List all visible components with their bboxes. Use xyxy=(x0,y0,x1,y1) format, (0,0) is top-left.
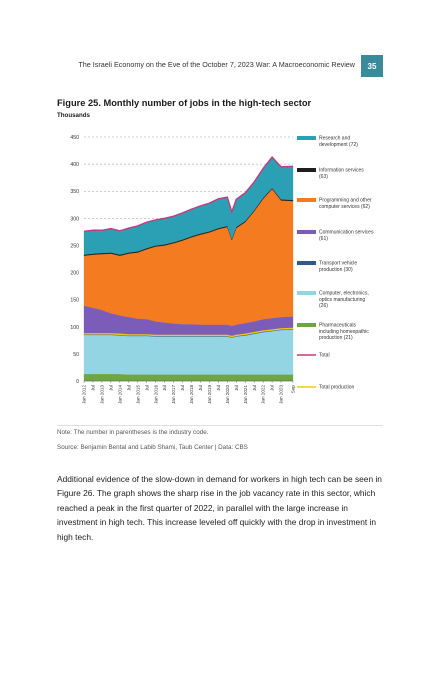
area-pharmaceuticals-including-homeopathic-production-21 xyxy=(83,373,294,382)
divider-line xyxy=(57,425,383,426)
stacked-areas xyxy=(83,156,294,382)
x-tick-label-13: Jul xyxy=(198,385,203,391)
y-tick-label-250: 250 xyxy=(70,243,79,249)
legend-item-communication-services-61: Communication services (61) xyxy=(297,230,374,242)
x-tick-label-2: Jan 2013 xyxy=(100,385,105,404)
y-tick-label-100: 100 xyxy=(70,325,79,331)
body-paragraph: Additional evidence of the slow-down in … xyxy=(57,474,382,542)
x-tick-label-9: Jul xyxy=(162,385,167,391)
legend-swatch xyxy=(297,230,316,234)
legend-swatch xyxy=(297,261,316,265)
x-tick-label-10: Jan 2017 xyxy=(171,385,176,404)
line-total xyxy=(83,155,294,233)
x-tick-label-20: Jan 2022 xyxy=(261,385,266,404)
x-tick-label-3: Jul xyxy=(108,385,113,391)
legend-swatch xyxy=(297,136,316,140)
legend-label: Transport vehicle production (30) xyxy=(319,261,357,273)
legend-item-research-and-development-72: Research and development (72) xyxy=(297,136,358,148)
y-tick-label-400: 400 xyxy=(70,162,79,168)
y-tick-label-0: 0 xyxy=(76,379,79,385)
page-number-badge: 35 xyxy=(361,55,383,77)
x-tick-label-6: Jan 2015 xyxy=(135,385,140,404)
x-tick-label-14: Jan 2019 xyxy=(207,385,212,404)
legend-label: Computer, electronics, optics manufacturi… xyxy=(319,291,369,309)
x-tick-label-7: Jul xyxy=(144,385,149,391)
legend-item-transport-vehicle-production-30: Transport vehicle production (30) xyxy=(297,261,357,273)
legend-swatch xyxy=(297,198,316,202)
running-header-title: The Israeli Economy on the Eve of the Oc… xyxy=(78,60,355,69)
legend-label: Programming and other computer services (… xyxy=(319,198,372,210)
x-tick-label-16: Jan 2020 xyxy=(225,385,230,404)
x-tick-label-11: Jul xyxy=(180,385,185,391)
y-tick-label-450: 450 xyxy=(70,135,79,141)
figure-title: Figure 25. Monthly number of jobs in the… xyxy=(57,98,312,108)
figure-source: Source: Benjamin Bental and Labib Shami,… xyxy=(57,444,248,451)
y-tick-label-50: 50 xyxy=(73,352,79,358)
x-tick-label-0: Jan 2012 xyxy=(82,385,87,404)
x-tick-label-22: Jan 2023 xyxy=(279,385,284,404)
x-tick-label-4: Jan 2014 xyxy=(117,385,122,404)
legend-label: Research and development (72) xyxy=(319,136,358,148)
legend-label: Total production xyxy=(319,385,355,391)
legend-item-pharmaceuticals-including-homeopathic-production-21: Pharmaceuticals including homeopathic prod… xyxy=(297,323,369,341)
legend-swatch xyxy=(297,168,316,172)
y-tick-label-150: 150 xyxy=(70,298,79,304)
legend-item-total: Total xyxy=(297,353,330,359)
figure-unit-label: Thousands xyxy=(57,112,91,119)
legend-label: Total xyxy=(319,353,330,359)
line-total-production xyxy=(84,327,294,338)
legend-swatch xyxy=(297,291,316,295)
legend-label: Information services (63) xyxy=(319,168,364,180)
legend-swatch xyxy=(297,323,316,327)
legend-label: Communication services (61) xyxy=(319,230,374,242)
x-tick-label-12: Jan 2018 xyxy=(189,385,194,404)
figure-note: Note: The number in parentheses is the i… xyxy=(57,429,209,436)
x-tick-label-19: Jul xyxy=(252,385,257,391)
chart-legend: Research and development (72) Information … xyxy=(297,136,374,391)
x-tick-label-17: Jul xyxy=(234,385,239,391)
legend-label: Pharmaceuticals including homeopathic prod… xyxy=(319,323,369,341)
y-tick-label-200: 200 xyxy=(70,271,79,277)
x-tick-label-15: Jul xyxy=(216,385,221,391)
y-tick-label-350: 350 xyxy=(70,189,79,195)
y-tick-label-300: 300 xyxy=(70,216,79,222)
x-tick-label-18: Jan 2021 xyxy=(243,385,248,404)
x-tick-label-8: Jan 2016 xyxy=(153,385,158,404)
legend-item-information-services-63: Information services (63) xyxy=(297,168,364,180)
x-tick-label-5: Jul xyxy=(126,385,131,391)
x-tick-label-1: Jul xyxy=(91,385,96,391)
legend-item-total-production: Total production xyxy=(297,385,355,391)
x-tick-label-21: Jul xyxy=(270,385,275,391)
x-tick-label-23: Sep xyxy=(291,385,296,394)
legend-item-programming-and-other-computer-services-62: Programming and other computer services (… xyxy=(297,198,372,210)
legend-item-computer-electronics-optics-manufacturing-26: Computer, electronics, optics manufacturi… xyxy=(297,291,369,309)
area-programming-and-other-computer-services-62 xyxy=(83,188,294,326)
